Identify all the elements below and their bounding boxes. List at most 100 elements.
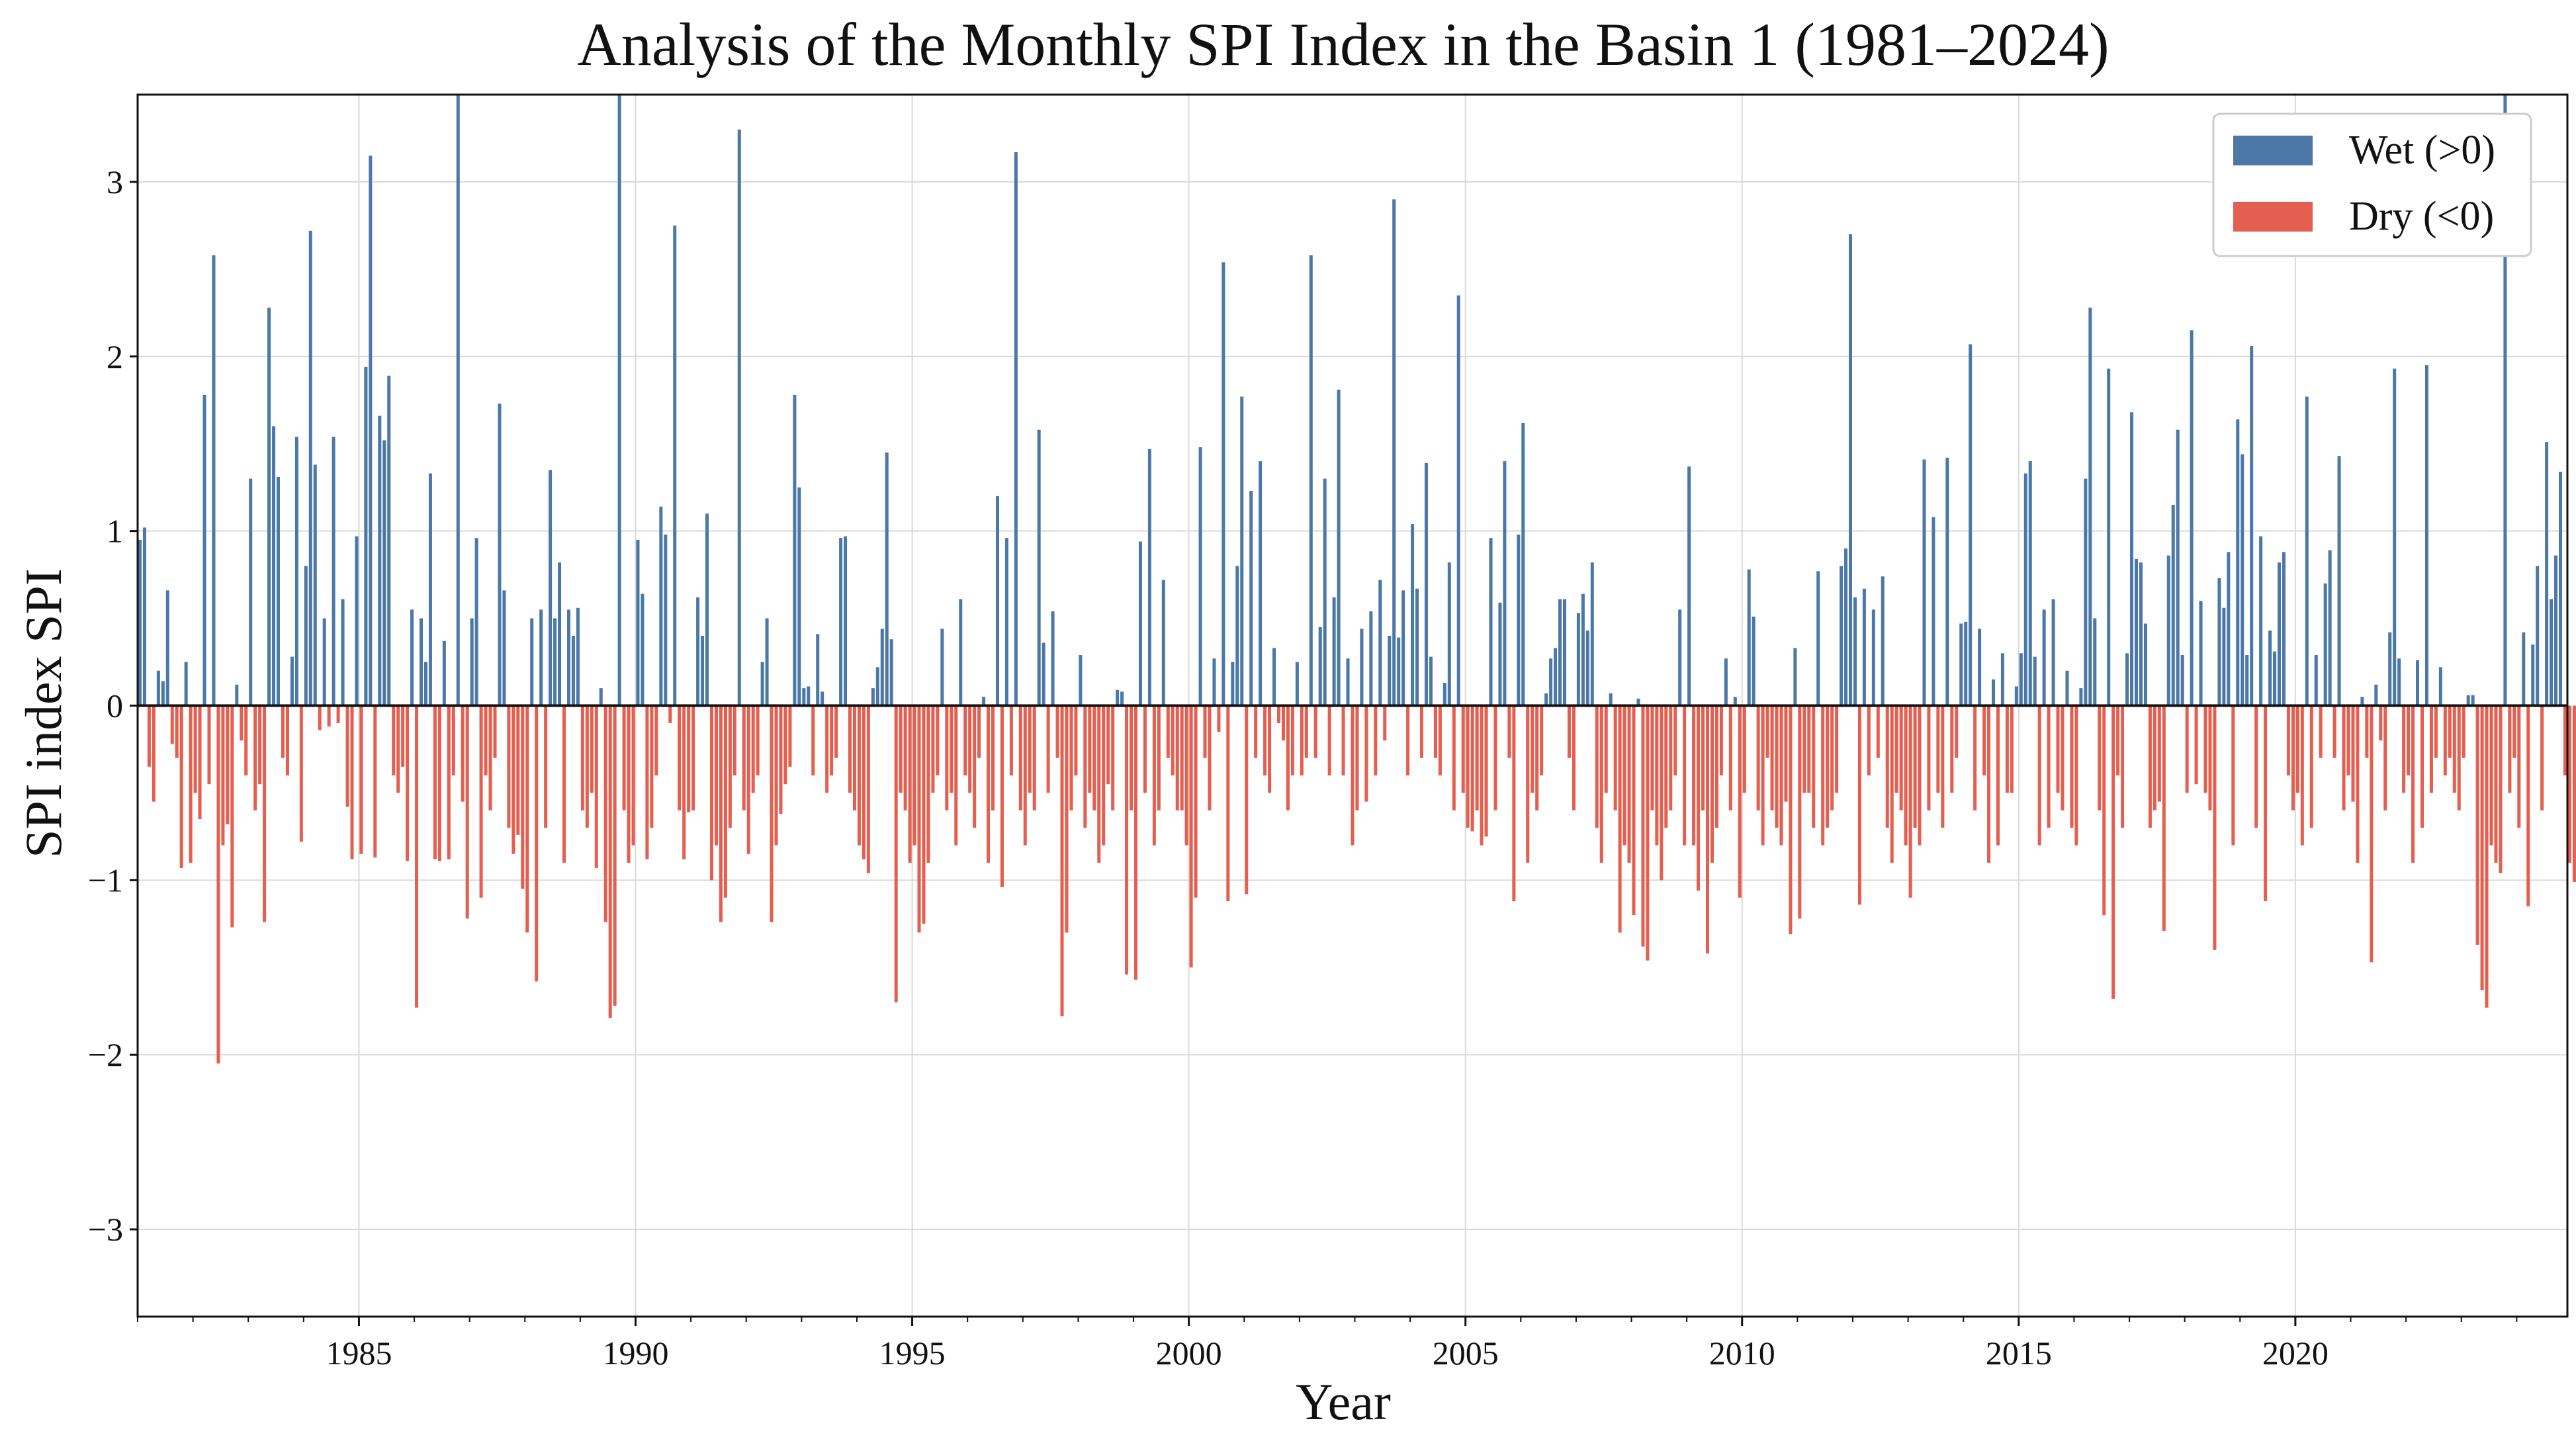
dry-bar	[1512, 705, 1516, 902]
dry-bar	[1189, 705, 1193, 968]
wet-bar	[2107, 369, 2111, 706]
wet-bar	[442, 640, 446, 706]
wet-bar	[1337, 389, 1341, 706]
dry-bar	[263, 705, 267, 922]
dry-bar	[2010, 705, 2014, 793]
dry-bar	[682, 705, 686, 859]
dry-bar	[1775, 705, 1779, 828]
dry-bar	[1604, 705, 1608, 793]
wet-bar	[420, 618, 423, 706]
dry-bar	[2056, 705, 2060, 793]
dry-bar	[2508, 705, 2512, 793]
dry-bar	[931, 705, 935, 793]
dry-bar	[2567, 705, 2571, 863]
dry-bar	[751, 705, 755, 793]
wet-bar	[2388, 632, 2392, 706]
wet-bar	[571, 635, 575, 706]
wet-bar	[797, 487, 801, 706]
dry-bar	[1669, 705, 1673, 810]
dry-bar	[2098, 705, 2102, 810]
dry-bar	[1060, 705, 1064, 1017]
wet-bar	[2042, 609, 2046, 706]
dry-bar	[1281, 705, 1285, 741]
wet-bar	[1346, 658, 1350, 706]
dry-bar	[1028, 705, 1032, 793]
wet-bar	[1240, 396, 1244, 706]
dry-bar	[1351, 705, 1355, 846]
wet-bar	[138, 539, 142, 706]
dry-bar	[396, 705, 400, 793]
wet-bar	[428, 473, 432, 706]
wet-bar	[2171, 505, 2175, 706]
wet-bar	[2139, 562, 2143, 706]
dry-bar	[788, 705, 792, 767]
dry-bar	[1973, 705, 1977, 810]
x-axis-ticks: 1985 1990 1995 2000 2005 2010 2015 2020	[137, 1317, 2518, 1372]
dry-bar	[345, 705, 349, 807]
dry-bar	[613, 705, 617, 1006]
dry-bar	[770, 705, 774, 922]
x-tick-label: 2005	[1433, 1334, 1499, 1372]
dry-bar	[258, 705, 262, 785]
wet-bar	[2259, 536, 2263, 706]
wet-bar	[659, 506, 663, 706]
dry-bar	[433, 705, 437, 859]
dry-bar	[1908, 705, 1912, 898]
dry-bar	[2572, 705, 2576, 882]
dry-bar	[774, 705, 778, 846]
wet-bar	[566, 609, 570, 706]
bars-layer	[138, 95, 2576, 1064]
dry-bar	[1714, 705, 1718, 828]
y-tick-label: 1	[107, 513, 123, 550]
wet-bar	[2305, 396, 2309, 706]
wet-bar	[1456, 295, 1460, 706]
wet-bar	[959, 599, 963, 706]
wet-bar	[839, 538, 843, 706]
wet-bar	[1079, 654, 1083, 706]
wet-bar	[1120, 691, 1124, 706]
wet-bar	[2545, 442, 2549, 706]
y-axis-ticks: −3 −2 −1 0 1 2 3	[88, 163, 138, 1248]
wet-bar	[2088, 307, 2092, 706]
wet-bar	[2125, 653, 2129, 706]
dry-bar	[2162, 705, 2166, 931]
y-tick-label: −1	[88, 861, 123, 898]
wet-bar	[2314, 654, 2318, 706]
wet-bar	[1678, 609, 1682, 706]
dry-bar	[1535, 705, 1539, 810]
dry-bar	[590, 705, 594, 793]
wet-bar	[1853, 597, 1857, 706]
dry-bar	[1595, 705, 1599, 828]
dry-bar	[2489, 705, 2493, 846]
dry-bar	[1789, 705, 1793, 935]
wet-bar	[304, 566, 308, 706]
y-tick-label: −2	[88, 1036, 123, 1073]
dry-bar	[1180, 705, 1184, 810]
dry-bar	[2346, 705, 2350, 776]
wet-bar	[1249, 490, 1253, 706]
wet-bar	[2360, 697, 2364, 706]
wet-bar	[2222, 607, 2226, 706]
dry-bar	[415, 705, 419, 1008]
dry-bar	[866, 705, 870, 873]
wet-bar	[599, 688, 603, 706]
dry-bar	[2300, 705, 2304, 846]
wet-bar	[294, 437, 298, 706]
wet-bar	[816, 634, 820, 706]
dry-bar	[723, 705, 727, 898]
dry-bar	[1102, 705, 1106, 846]
dry-bar	[1184, 705, 1188, 846]
wet-bar	[2236, 419, 2240, 706]
dry-bar	[1327, 705, 1331, 776]
wet-bar	[1724, 658, 1728, 706]
dry-bar	[1899, 705, 1903, 810]
dry-bar	[2370, 705, 2374, 963]
wet-bar	[2471, 695, 2475, 706]
dry-bar	[193, 705, 197, 793]
dry-bar	[1268, 705, 1272, 793]
dry-bar	[189, 705, 193, 863]
dry-bar	[1484, 705, 1488, 837]
wet-bar	[290, 656, 294, 706]
dry-bar	[1074, 705, 1078, 776]
dry-bar	[1055, 705, 1059, 758]
